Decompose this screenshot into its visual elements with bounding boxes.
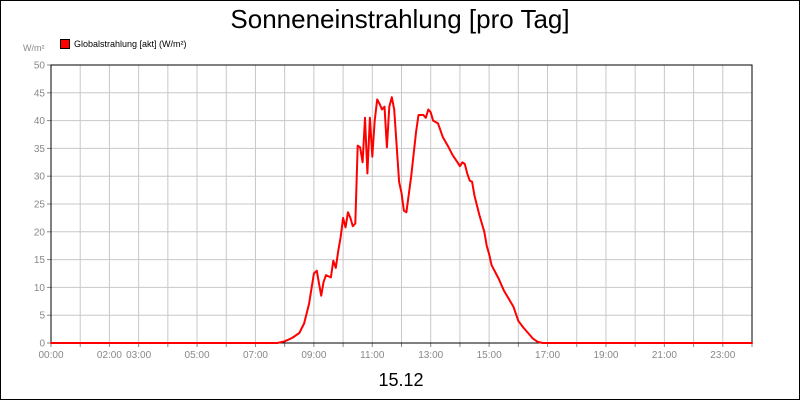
x-tick-label: 00:00 (38, 350, 63, 361)
series-line-globalstrahlung (50, 96, 753, 344)
y-tick-label: 20 (34, 227, 46, 238)
date-label: 15.12 (378, 370, 424, 390)
x-tick-label: 19:00 (593, 350, 618, 361)
y-tick-label: 10 (34, 283, 46, 294)
x-tick-label: 05:00 (185, 350, 210, 361)
y-tick-label: 5 (39, 311, 45, 322)
y-tick-label: 0 (39, 339, 45, 350)
legend-label: Globalstrahlung [akt] (W/m²) (74, 39, 187, 49)
y-tick-label: 45 (34, 88, 46, 99)
plot-border (50, 64, 753, 344)
chart-title: Sonneneinstrahlung [pro Tag] (230, 4, 570, 34)
y-tick-label: 35 (34, 144, 46, 155)
legend-swatch (60, 39, 70, 49)
y-tick-label: 25 (34, 200, 46, 211)
y-tick-label: 40 (34, 116, 46, 127)
x-tick-label: 11:00 (360, 350, 385, 361)
x-tick-label: 02:00 (97, 350, 122, 361)
y-tick-label: 50 (34, 61, 46, 72)
x-tick-label: 09:00 (301, 350, 326, 361)
x-tick-label: 03:00 (126, 350, 151, 361)
x-tick-label: 17:00 (535, 350, 560, 361)
legend: Globalstrahlung [akt] (W/m²) (60, 39, 187, 49)
y-tick-label: 15 (34, 255, 46, 266)
x-tick-label: 21:00 (652, 350, 677, 361)
x-tick-label: 13:00 (418, 350, 443, 361)
y-axis-unit: W/m² (23, 43, 45, 53)
y-tick-label: 30 (34, 172, 46, 183)
x-tick-label: 07:00 (243, 350, 268, 361)
x-tick-label: 23:00 (710, 350, 735, 361)
x-tick-label: 15:00 (477, 350, 502, 361)
